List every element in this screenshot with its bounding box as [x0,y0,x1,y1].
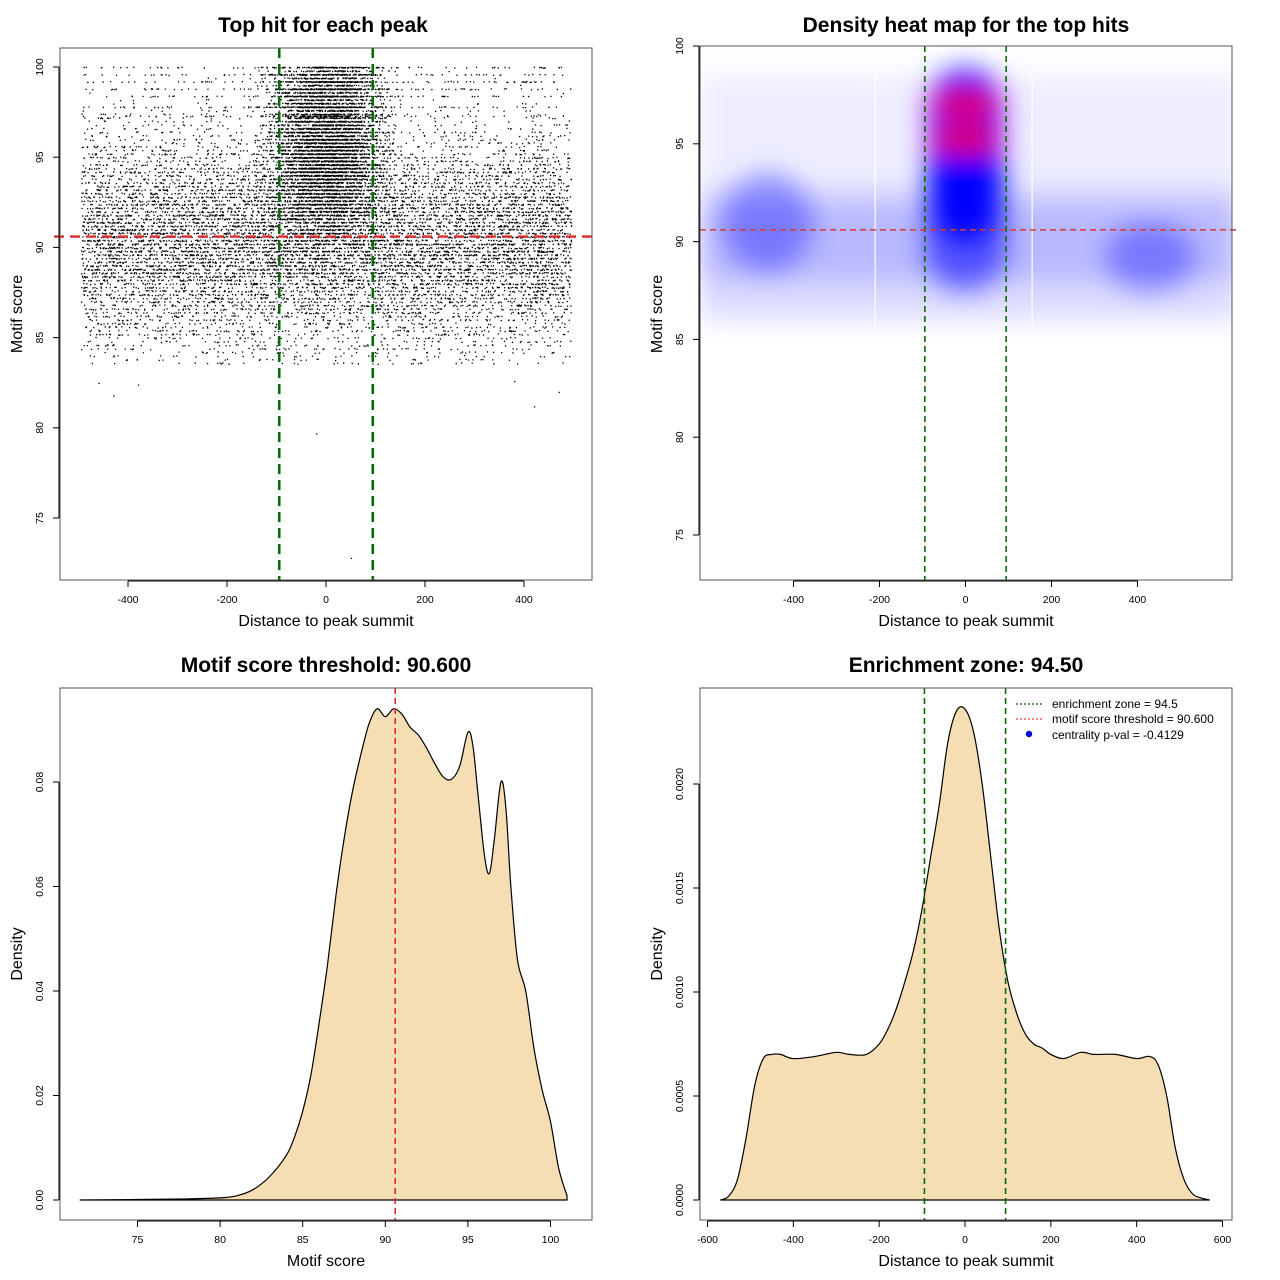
score-density-y-tick-label: 0.08 [34,772,46,793]
heatmap-column-inner [933,75,998,242]
score-density-x-label: Motif score [287,1253,365,1270]
heatmap-x-tick-label: -400 [783,594,804,606]
distance-density-x-tick-label: 600 [1214,1234,1232,1246]
score-density-x-tick-label: 95 [462,1234,474,1246]
distance-density-y-tick-label: 0.0020 [674,768,686,800]
heatmap-hot-spot-2 [931,126,1000,153]
heatmap-x-label: Distance to peak summit [878,613,1054,630]
score-density-x-tick-label: 85 [297,1234,309,1246]
scatter-x-label: Distance to peak summit [238,613,414,630]
distance-density-y-tick-label: 0.0000 [674,1184,686,1216]
distance-density-y-label: Density [649,927,666,980]
heatmap-x-tick-label: -200 [869,594,890,606]
panel-heatmap: Density heat map for the top hits -400 -2… [649,14,1240,630]
heatmap-x-axis: -400 -200 0 200 400 [783,580,1147,606]
distance-density-x-label: Distance to peak summit [878,1253,1054,1270]
distance-density-x-axis: -600 -400 -200 0 200 400 600 [697,1220,1232,1246]
scatter-y-tick-label: 80 [34,422,46,434]
scatter-x-tick-label: 400 [515,594,533,606]
heatmap-reference-lines [700,46,1240,580]
scatter-x-tick-label: -200 [216,594,237,606]
heatmap-y-tick-label: 95 [674,138,686,150]
score-density-x-axis: 75 80 85 90 95 100 [132,1220,560,1246]
distance-density-y-axis: 0.0000 0.0005 0.0010 0.0015 0.0020 [674,768,700,1216]
distance-density-x-tick-label: 0 [962,1234,968,1246]
legend-swatch-centrality [1025,730,1033,738]
heatmap-y-tick-label: 100 [674,37,686,55]
heatmap-x-tick-label: 200 [1043,594,1061,606]
score-density-y-tick-label: 0.04 [34,981,46,1002]
score-density-x-tick-label: 90 [379,1234,391,1246]
distance-density-area [720,706,1210,1201]
legend-label-enrichment-zone: enrichment zone = 94.5 [1052,697,1178,711]
distance-density-y-tick-label: 0.0015 [674,872,686,904]
distance-density-zone-lines [923,688,1007,1220]
heatmap-x-tick-label: 400 [1129,594,1147,606]
heatmap-density [700,65,1232,320]
legend-label-centrality: centrality p-val = -0.4129 [1052,728,1184,742]
scatter-point-cloud [81,66,573,559]
panel-scatter: Top hit for each peak -400 -200 0 200 400 75… [9,14,598,630]
legend-label-motif-threshold: motif score threshold = 90.600 [1052,712,1214,726]
scatter-x-axis: -400 -200 0 200 400 [117,580,533,606]
scatter-y-tick-label: 85 [34,332,46,344]
heatmap-bin-lines [874,46,1033,369]
score-density-x-tick-label: 80 [214,1234,226,1246]
score-density-y-tick-label: 0.06 [34,876,46,897]
scatter-title: Top hit for each peak [218,14,428,37]
distance-density-x-tick-label: -400 [783,1234,804,1246]
heatmap-x-tick-label: 0 [963,594,969,606]
distance-density-plot-frame [699,687,1233,1221]
score-density-y-tick-label: 0.02 [34,1085,46,1106]
score-density-area [79,708,568,1201]
heatmap-title: Density heat map for the top hits [803,14,1130,37]
scatter-y-tick-label: 95 [34,151,46,163]
scatter-reference-lines [54,48,598,580]
scatter-y-label: Motif score [9,275,26,353]
distance-density-x-tick-label: 200 [1042,1234,1060,1246]
heatmap-hot-spot-1 [931,91,1000,118]
scatter-x-tick-label: 200 [416,594,434,606]
heatmap-blob-right [1105,222,1196,293]
distance-density-title: Enrichment zone: 94.50 [849,654,1084,677]
heatmap-y-axis: 75 80 85 90 95 100 [674,37,700,541]
legend: enrichment zone = 94.5 motif score thres… [1016,697,1214,742]
distance-density-x-tick-label: -600 [697,1234,718,1246]
scatter-y-tick-label: 75 [34,512,46,524]
score-density-y-label: Density [9,927,26,980]
heatmap-plot-frame [699,45,1233,581]
heatmap-blob-left [722,172,813,273]
scatter-x-tick-label: -400 [117,594,138,606]
scatter-y-tick-label: 90 [34,241,46,253]
score-density-x-tick-label: 75 [132,1234,144,1246]
score-density-x-tick-label: 100 [542,1234,560,1246]
scatter-y-axis: 75 80 85 90 95 100 [34,58,60,524]
distance-density-y-tick-label: 0.0005 [674,1080,686,1112]
score-density-y-tick-label: 0.00 [34,1190,46,1211]
score-density-title: Motif score threshold: 90.600 [181,654,472,677]
heatmap-y-tick-label: 90 [674,236,686,248]
heatmap-y-tick-label: 80 [674,431,686,443]
scatter-x-tick-label: 0 [323,594,329,606]
panel-distance-density: Enrichment zone: 94.50 -600 -400 -200 0 200 4… [649,654,1233,1270]
score-density-plot-frame [59,687,593,1221]
score-density-y-axis: 0.00 0.02 0.04 0.06 0.08 [34,772,60,1211]
heatmap-y-label: Motif score [649,275,666,353]
scatter-y-tick-label: 100 [34,58,46,76]
distance-density-x-tick-label: -200 [869,1234,890,1246]
scatter-plot-frame [59,47,593,581]
distance-density-y-tick-label: 0.0010 [674,976,686,1008]
heatmap-y-tick-label: 85 [674,333,686,345]
distance-density-x-tick-label: 400 [1128,1234,1146,1246]
scatter-points [81,66,573,559]
heatmap-y-tick-label: 75 [674,529,686,541]
panel-score-density: Motif score threshold: 90.600 75 80 85 90 95… [9,654,593,1270]
